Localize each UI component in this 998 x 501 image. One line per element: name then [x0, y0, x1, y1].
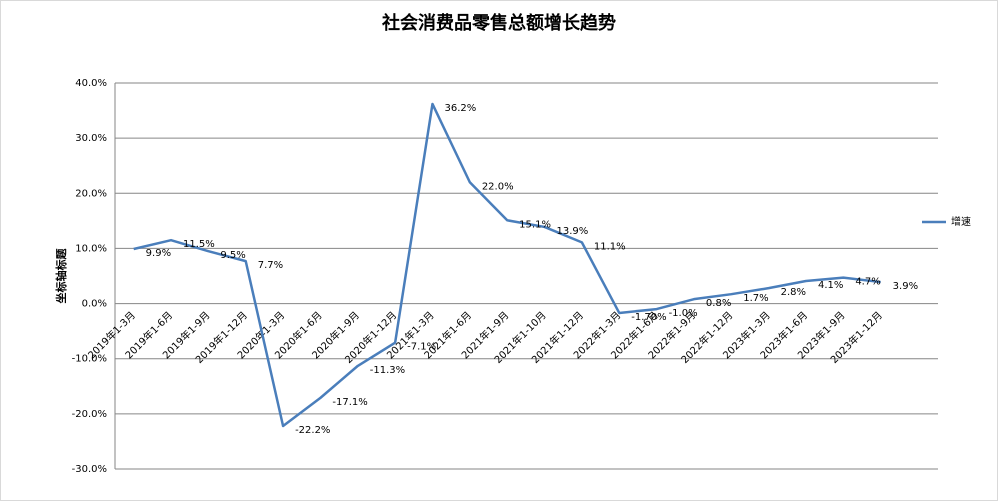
data-label: 11.1% [594, 241, 626, 252]
data-label: 13.9% [557, 226, 589, 237]
data-label: 9.5% [220, 250, 245, 261]
data-label: 4.7% [855, 277, 880, 288]
data-label: 22.0% [482, 181, 514, 192]
data-label: 9.9% [146, 248, 171, 259]
y-tick-label: 30.0% [75, 133, 107, 144]
y-tick-label: 20.0% [75, 188, 107, 199]
data-label: -1.70% [631, 312, 666, 323]
data-label: 7.7% [258, 260, 283, 271]
data-label: 2.8% [781, 287, 806, 298]
data-label: -11.3% [370, 365, 405, 376]
data-label: 11.5% [183, 239, 215, 250]
data-label: 1.7% [743, 293, 768, 304]
y-tick-label: -30.0% [72, 464, 107, 475]
y-tick-label: 10.0% [75, 243, 107, 254]
y-tick-label: -20.0% [72, 409, 107, 420]
y-tick-label: 40.0% [75, 78, 107, 89]
data-label: 36.2% [444, 103, 476, 114]
data-label: 3.9% [893, 281, 918, 292]
data-label: 15.1% [519, 219, 551, 230]
line-series [133, 102, 881, 428]
y-tick-label: -10.0% [72, 354, 107, 365]
data-label: 4.1% [818, 280, 843, 291]
legend-label: 增速 [951, 215, 971, 228]
chart-title: 社会消费品零售总额增长趋势 [382, 12, 616, 34]
data-label: -22.2% [295, 425, 330, 436]
data-label: 0.8% [706, 298, 731, 309]
y-tick-label: 0.0% [82, 299, 107, 310]
data-label: -7.1% [407, 342, 436, 353]
data-label: -17.1% [332, 397, 367, 408]
data-label: -1.0% [669, 308, 698, 319]
y-axis-title: 坐标轴标题 [54, 248, 68, 304]
